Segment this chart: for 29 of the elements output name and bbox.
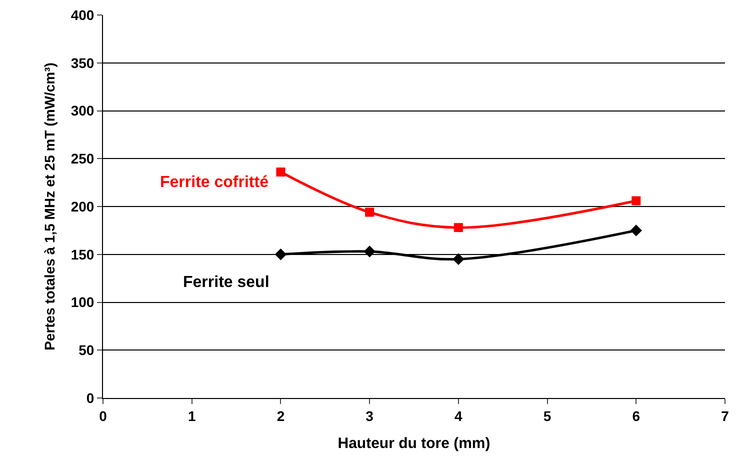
- y-tick-label: 200: [70, 198, 94, 214]
- x-axis-title: Hauteur du tore (mm): [338, 434, 490, 452]
- y-tick-label: 100: [70, 294, 94, 310]
- point: [276, 168, 286, 177]
- point: [365, 208, 374, 217]
- y-tick-label: 300: [70, 102, 94, 119]
- point: [630, 224, 642, 236]
- point: [452, 253, 464, 266]
- y-tick-label: 0: [86, 390, 94, 406]
- x-tick-label: 2: [276, 408, 285, 424]
- y-tick-label: 400: [70, 6, 94, 23]
- x-tick-label: 3: [366, 408, 374, 424]
- series-label: Ferrite cofritté: [160, 174, 269, 191]
- point: [454, 223, 463, 232]
- point: [274, 248, 287, 260]
- x-tick-label: 0: [99, 408, 108, 424]
- series-label: Ferrite seul: [183, 274, 270, 291]
- x-tick-label: 7: [721, 408, 730, 424]
- point: [632, 196, 641, 206]
- x-tick-label: 5: [543, 408, 552, 424]
- x-tick-label: 6: [632, 408, 640, 424]
- y-tick-label: 350: [70, 54, 94, 71]
- x-tick-label: 4: [454, 408, 463, 424]
- y-axis-title: Pertes totales à 1,5 MHz et 25 mT (mW/cm³): [41, 62, 58, 350]
- y-tick-label: 150: [70, 246, 94, 262]
- y-tick-label: 250: [70, 150, 94, 167]
- y-tick-label: 50: [78, 342, 94, 358]
- point: [364, 246, 376, 258]
- x-tick-label: 1: [188, 408, 196, 424]
